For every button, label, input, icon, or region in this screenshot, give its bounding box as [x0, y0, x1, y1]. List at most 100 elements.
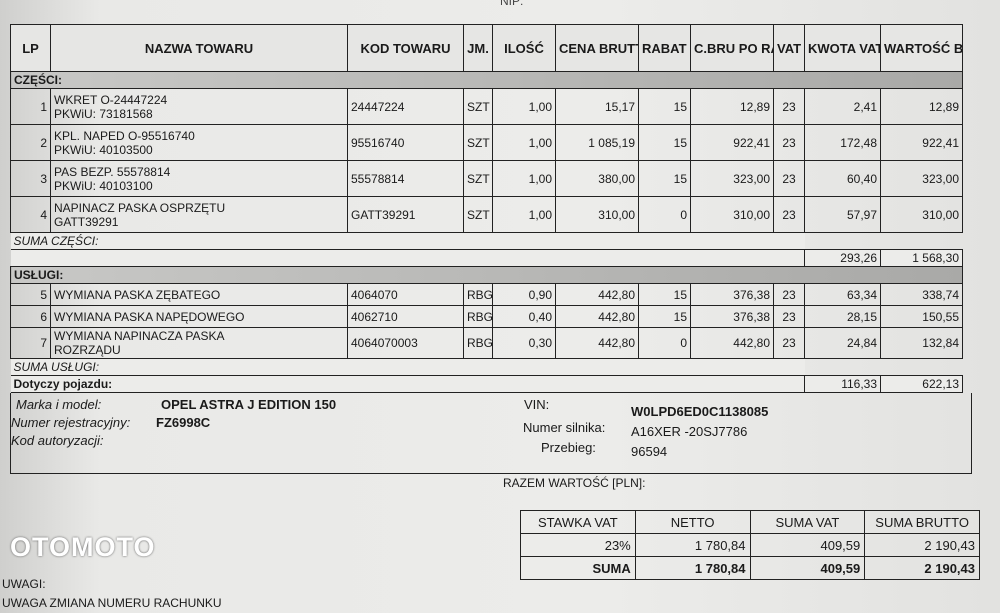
- discount-cell: 15: [638, 305, 691, 328]
- column-header: NAZWA TOWARU: [50, 24, 348, 72]
- section-sum-gross: 622,13: [880, 375, 963, 393]
- vat-summary-table: STAWKA VAT NETTO SUMA VAT SUMA BRUTTO 23…: [520, 510, 980, 580]
- watermark-logo: OTOMOTO: [10, 532, 156, 562]
- item-name: WKRET O-24447224: [54, 92, 168, 107]
- discount-cell: 0: [638, 196, 691, 233]
- qty-cell: 1,00: [492, 196, 556, 233]
- item-name: PAS BEZP. 55578814: [54, 164, 171, 179]
- section-total-spacer: [10, 249, 805, 267]
- column-header: RABAT %: [638, 24, 691, 72]
- code-cell: GATT39291: [347, 196, 464, 233]
- vat-amount-cell: 57,97: [804, 196, 881, 233]
- item-subtitle: GATT39291: [54, 214, 119, 229]
- lp-cell: 5: [10, 283, 51, 306]
- vat-cell: 23: [773, 196, 805, 233]
- unit-cell: SZT: [463, 160, 493, 197]
- vehicle-section: Marka i model: OPEL ASTRA J EDITION 150 …: [10, 393, 972, 474]
- vat-header-cell: STAWKA VAT: [520, 510, 636, 534]
- price-after-cell: 376,38: [690, 283, 774, 306]
- item-subtitle: PKWiU: 40103100: [54, 178, 153, 193]
- vat-amount-cell: 2,41: [804, 88, 881, 125]
- vat-cell: 409,59: [749, 533, 866, 557]
- item-name: WYMIANA PASKA ZĘBATEGO: [54, 287, 221, 302]
- vat-cell: 1 780,84: [634, 533, 751, 557]
- unit-cell: RBG: [463, 283, 493, 306]
- price-after-cell: 442,80: [690, 327, 774, 359]
- code-cell: 95516740: [347, 124, 464, 161]
- mileage-label: Przebieg:: [541, 440, 596, 455]
- price-cell: 310,00: [555, 196, 639, 233]
- name-cell: WYMIANA PASKA ZĘBATEGO: [50, 283, 348, 306]
- reg-label: Numer rejestracyjny:: [11, 415, 131, 430]
- price-after-cell: 323,00: [690, 160, 774, 197]
- name-cell: PAS BEZP. 55578814 PKWiU: 40103100: [50, 160, 348, 197]
- vat-cell: 23: [773, 160, 805, 197]
- price-cell: 442,80: [555, 283, 639, 306]
- vat-header-cell: SUMA VAT: [749, 510, 866, 534]
- vat-cell: 23: [773, 327, 805, 359]
- lp-cell: 2: [10, 124, 51, 161]
- unit-cell: RBG: [463, 327, 493, 359]
- lp-cell: 3: [10, 160, 51, 197]
- qty-cell: 0,30: [492, 327, 556, 359]
- vat-cell: 2 190,43: [864, 556, 980, 580]
- vat-cell: 23: [773, 124, 805, 161]
- section-label: USŁUGI:: [10, 266, 963, 284]
- column-header: KOD TOWARU: [347, 24, 464, 72]
- gross-cell: 338,74: [880, 283, 963, 306]
- column-header: ILOŚĆ: [492, 24, 556, 72]
- engine-value: A16XER -20SJ7786: [631, 424, 748, 439]
- reg-value: FZ6998C: [156, 415, 211, 430]
- table-row: 2 KPL. NAPED O-95516740 PKWiU: 40103500 955…: [10, 124, 963, 161]
- price-after-cell: 376,38: [690, 305, 774, 328]
- vat-cell: 2 190,43: [864, 533, 980, 557]
- section-band: CZĘŚCI:: [10, 71, 963, 89]
- vin-label: VIN:: [524, 397, 550, 412]
- discount-cell: 15: [638, 160, 691, 197]
- discount-cell: 15: [638, 283, 691, 306]
- qty-cell: 1,00: [492, 88, 556, 125]
- total-value-label: RAZEM WARTOŚĆ [PLN]:: [503, 476, 646, 490]
- section-sum-row: SUMA CZĘŚCI:: [10, 232, 963, 250]
- section-total-spacer: Dotyczy pojazdu:: [10, 375, 805, 393]
- section-band: USŁUGI:: [10, 266, 963, 284]
- price-cell: 442,80: [555, 327, 639, 359]
- gross-cell: 12,89: [880, 88, 963, 125]
- unit-cell: SZT: [463, 88, 493, 125]
- column-header: VAT %: [773, 24, 805, 72]
- engine-label: Numer silnika:: [523, 420, 606, 435]
- unit-cell: SZT: [463, 196, 493, 233]
- vat-rate-row: 23% 1 780,84 409,59 2 190,43: [520, 533, 980, 557]
- unit-cell: SZT: [463, 124, 493, 161]
- name-cell: WKRET O-24447224 PKWiU: 73181568: [50, 88, 348, 125]
- item-subtitle: ROZRZĄDU: [54, 343, 121, 357]
- vat-amount-cell: 172,48: [804, 124, 881, 161]
- gross-cell: 132,84: [880, 327, 963, 359]
- item-subtitle: PKWiU: 40103500: [54, 142, 153, 157]
- vat-amount-cell: 28,15: [804, 305, 881, 328]
- mileage-value: 96594: [631, 444, 668, 459]
- section-sum-vat: 293,26: [804, 249, 881, 267]
- name-cell: NAPINACZ PASKA OSPRZĘTU GATT39291: [50, 196, 348, 233]
- lp-cell: 1: [10, 88, 51, 125]
- table-row: 3 PAS BEZP. 55578814 PKWiU: 40103100 555788…: [10, 160, 963, 197]
- gross-cell: 323,00: [880, 160, 963, 197]
- column-header: C.BRU PO RABACIE: [690, 24, 774, 72]
- price-after-cell: 12,89: [690, 88, 774, 125]
- vat-sum-row: SUMA 1 780,84 409,59 2 190,43: [520, 556, 980, 580]
- discount-cell: 15: [638, 88, 691, 125]
- discount-cell: 0: [638, 327, 691, 359]
- name-cell: KPL. NAPED O-95516740 PKWiU: 40103500: [50, 124, 348, 161]
- vat-cell: 23: [773, 283, 805, 306]
- column-header: CENA BRUTTO: [555, 24, 639, 72]
- code-cell: 4064070003: [347, 327, 464, 359]
- vat-cell: 1 780,84: [634, 556, 751, 580]
- vat-cell: 23: [773, 305, 805, 328]
- nip-label: NIP:: [500, 0, 524, 8]
- vat-cell: SUMA: [520, 556, 636, 580]
- section-sum-label: SUMA CZĘŚCI:: [10, 232, 805, 250]
- table-row: 7 WYMIANA NAPINACZA PASKA ROZRZĄDU 40640700…: [10, 327, 963, 359]
- gross-cell: 150,55: [880, 305, 963, 328]
- vat-cell: 409,59: [749, 556, 866, 580]
- section-total-row: 293,26 1 568,30: [10, 249, 963, 267]
